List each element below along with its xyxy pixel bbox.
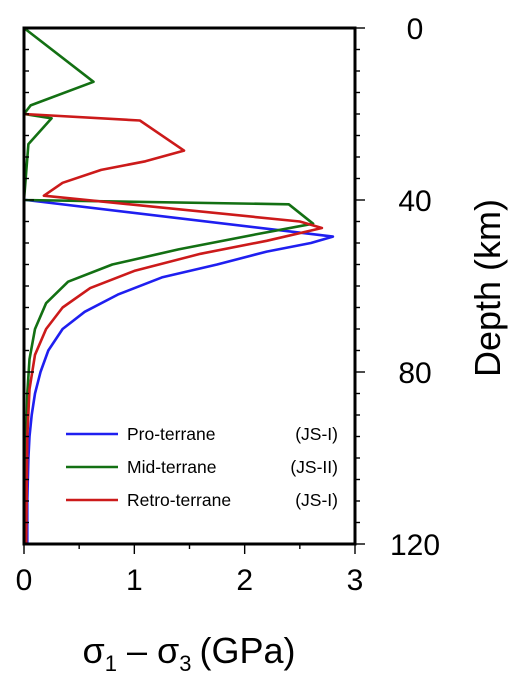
series-line-retro-terrane — [22, 112, 324, 546]
legend-label: Pro-terrane — [127, 424, 216, 444]
y-tick-label: 40 — [398, 185, 431, 218]
y-tick-label: 80 — [398, 357, 431, 390]
tick-labels: 0 40 80 120 0 1 2 3 — [16, 13, 440, 597]
x-tick-label: 1 — [126, 564, 143, 597]
legend-label: Mid-terrane — [127, 457, 216, 477]
legend: Pro-terrane (JS-I) Mid-terrane (JS-II) Retro… — [66, 424, 338, 510]
legend-tag: (JS-I) — [295, 490, 338, 510]
x-axis-title: σ1– σ3 (GPa) — [83, 630, 296, 673]
legend-label: Retro-terrane — [127, 490, 231, 510]
y-tick-label: 120 — [390, 529, 440, 562]
x-tick-label: 0 — [16, 564, 33, 597]
legend-tag: (JS-I) — [295, 424, 338, 444]
tick-marks — [23, 27, 365, 554]
y-tick-label: 0 — [407, 13, 424, 46]
x-tick-label: 3 — [347, 564, 364, 597]
y-axis-title: Depth (km) — [467, 199, 508, 377]
x-tick-label: 2 — [236, 564, 253, 597]
legend-tag: (JS-II) — [290, 457, 338, 477]
series-line-pro-terrane — [24, 198, 335, 546]
